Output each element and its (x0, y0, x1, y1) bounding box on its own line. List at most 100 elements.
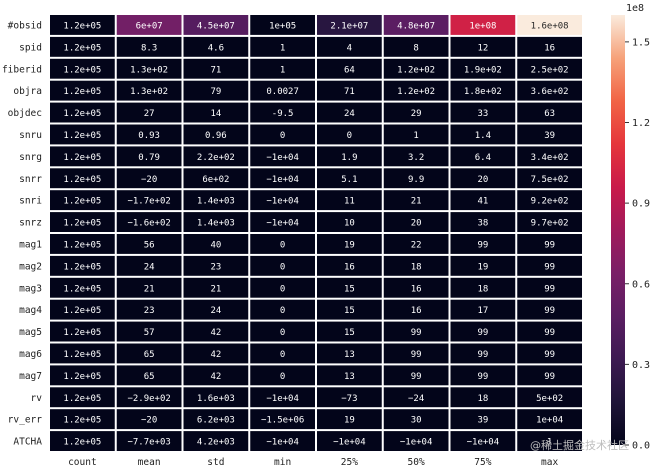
cell-value-label: 39 (477, 416, 488, 426)
heatmap-cell (517, 15, 582, 35)
heatmap-cell (383, 234, 449, 254)
heatmap-cell (183, 190, 249, 211)
colorbar-tick-label: 0.3 (632, 360, 650, 371)
heatmap-cell (50, 431, 115, 451)
cell-value-label: 56 (144, 240, 155, 250)
cell-value-label: 4 (347, 43, 352, 53)
heatmap-cell (50, 409, 115, 430)
heatmap-cell (250, 431, 315, 451)
row-label: mag7 (19, 371, 42, 382)
cell-value-label: 16 (411, 284, 422, 294)
cell-value-label: 21 (210, 284, 221, 294)
colorbar-tick-label: 1.2 (632, 118, 650, 129)
cell-value-label: 99 (544, 262, 555, 272)
heatmap-cell (450, 102, 516, 123)
heatmap-cell (383, 365, 449, 386)
heatmap-cell (383, 168, 449, 189)
heatmap-cell (50, 58, 115, 79)
cell-value-label: 1.4e+03 (197, 197, 235, 207)
cell-value-label: 23 (144, 306, 155, 316)
heatmap-cell (116, 146, 182, 167)
cell-value-label: 1.2e+05 (63, 394, 101, 404)
cell-value-label: 0 (280, 262, 285, 272)
heatmap-cell (317, 146, 382, 167)
cell-value-label: 19 (344, 240, 355, 250)
cell-value-label: 18 (477, 394, 488, 404)
cell-value-label: −1.7e+02 (127, 197, 170, 207)
heatmap-cell (116, 80, 182, 101)
cell-value-label: 0.0027 (266, 87, 299, 97)
heatmap-cell (317, 15, 382, 35)
heatmap-cell (50, 277, 115, 298)
cell-value-label: −1e+04 (266, 219, 299, 229)
cell-value-label: 1.8e+02 (464, 87, 502, 97)
cell-value-label: 99 (544, 306, 555, 316)
heatmap-cell (183, 124, 249, 145)
cell-value-label: −7.7e+03 (127, 438, 170, 448)
heatmap-cell (250, 36, 315, 57)
heatmap-cells: 1.2e+05 6e+07 4.5e+07 1e+05 2.1e+07 4.8e+07 1e… (50, 15, 582, 451)
cell-value-label: 42 (210, 350, 221, 360)
heatmap-cell (250, 146, 315, 167)
cell-value-label: 1.9 (341, 153, 357, 163)
cell-value-label: 19 (477, 262, 488, 272)
cell-value-label: 1.2e+05 (63, 109, 101, 119)
row-label: spid (19, 42, 42, 53)
cell-value-label: −20 (141, 416, 157, 426)
heatmap-cell (116, 58, 182, 79)
heatmap-cell (383, 255, 449, 276)
cell-value-label: 4.8e+07 (397, 21, 435, 31)
cell-value-label: 16 (544, 43, 555, 53)
heatmap-cell (250, 124, 315, 145)
heatmap-cell (450, 234, 516, 254)
heatmap-cell (50, 343, 115, 364)
heatmap-cell (116, 124, 182, 145)
cell-value-label: 22 (411, 240, 422, 250)
heatmap-cell (250, 387, 315, 408)
heatmap-cell (450, 168, 516, 189)
heatmap-cell (517, 190, 582, 211)
heatmap-cell (250, 343, 315, 364)
cell-value-label: 99 (544, 350, 555, 360)
heatmap-cell (450, 365, 516, 386)
cell-value-label: −1e+04 (467, 438, 500, 448)
heatmap-cell (317, 234, 382, 254)
row-label: objdec (8, 108, 42, 119)
cell-value-label: 30 (411, 416, 422, 426)
cell-value-label: 1.9e+02 (464, 65, 502, 75)
heatmap-cell (183, 387, 249, 408)
heatmap-cell (450, 431, 516, 451)
heatmap-cell (517, 102, 582, 123)
row-label: mag2 (19, 261, 42, 272)
heatmap-cell (50, 36, 115, 57)
column-labels: count mean std min 25% 50% 75% max (68, 457, 558, 468)
heatmap-cell (317, 321, 382, 342)
heatmap-cell (517, 212, 582, 232)
cell-value-label: 1.2e+05 (63, 21, 101, 31)
heatmap-cell (317, 299, 382, 320)
cell-value-label: 13 (344, 350, 355, 360)
row-label: snrr (19, 174, 42, 185)
heatmap-cell (450, 212, 516, 232)
heatmap-cell (517, 168, 582, 189)
heatmap-cell (383, 387, 449, 408)
cell-value-label: 99 (411, 328, 422, 338)
cell-value-label: 8 (413, 43, 418, 53)
cell-value-label: 1.2e+05 (63, 372, 101, 382)
cell-value-label: 18 (411, 262, 422, 272)
heatmap-cell (383, 299, 449, 320)
heatmap-cell (183, 409, 249, 430)
cell-value-label: 24 (144, 262, 155, 272)
cell-value-label: 1.2e+05 (63, 416, 101, 426)
heatmap-cell (383, 146, 449, 167)
heatmap-cell (50, 212, 115, 232)
cell-value-label: −1e+04 (266, 438, 299, 448)
heatmap-cell (50, 124, 115, 145)
cell-value-label: 9.7e+02 (531, 219, 569, 229)
heatmap-cell (116, 299, 182, 320)
cell-value-label: 15 (344, 284, 355, 294)
cell-value-label: 6e+07 (136, 21, 163, 31)
heatmap-cell (250, 15, 315, 35)
heatmap-cell (250, 102, 315, 123)
cell-value-label: 9.2e+02 (531, 197, 569, 207)
